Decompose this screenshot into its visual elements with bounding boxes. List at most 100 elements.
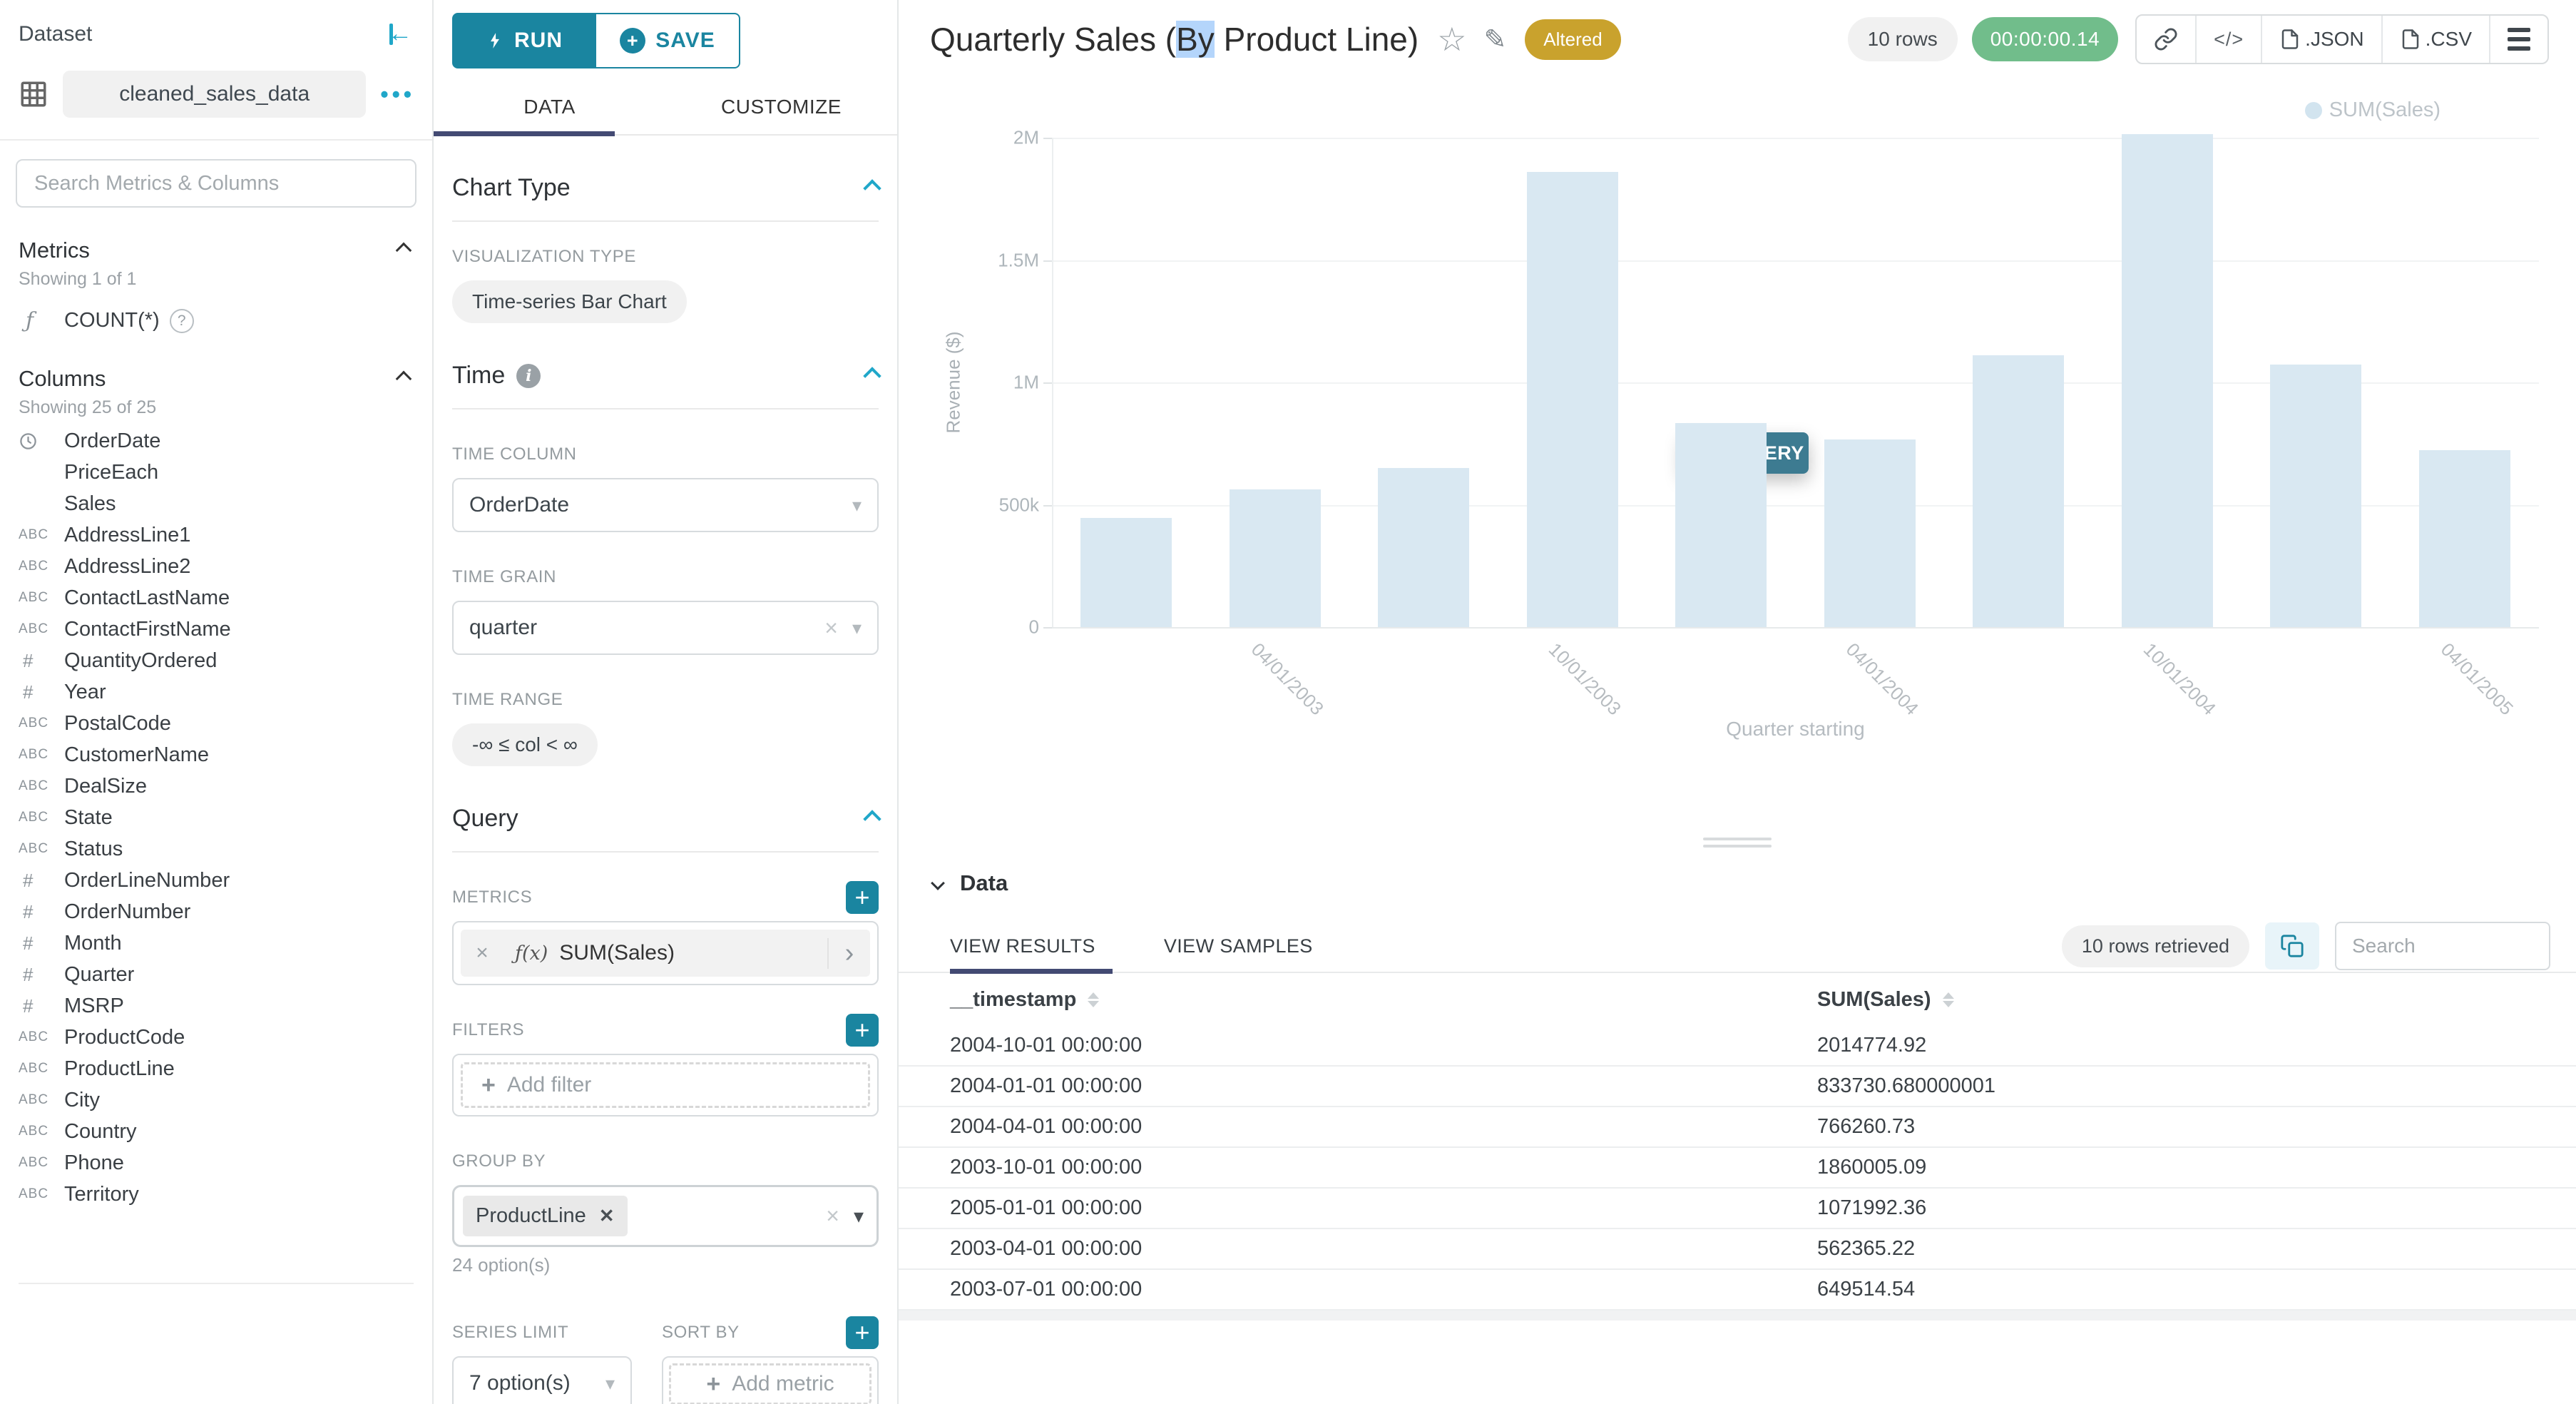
time-title: Time — [452, 362, 506, 389]
add-filter-button[interactable]: + — [846, 1014, 879, 1047]
chevron-right-icon[interactable]: › — [827, 937, 870, 969]
column-item[interactable]: OrderDate — [0, 425, 432, 457]
copy-to-clipboard-button[interactable] — [2265, 922, 2319, 970]
column-item[interactable]: # Quarter — [0, 959, 432, 990]
bar-2005-01-01[interactable] — [2270, 365, 2362, 627]
series-limit-select[interactable]: 7 option(s) ▾ — [452, 1356, 632, 1404]
bar-2005-04-01[interactable] — [2418, 450, 2510, 627]
dataset-more-icon[interactable]: ••• — [380, 81, 415, 107]
column-item[interactable]: PriceEach — [0, 457, 432, 488]
metric-item[interactable]: ƒ COUNT(*) ? — [0, 290, 432, 340]
altered-badge[interactable]: Altered — [1525, 19, 1621, 60]
column-item[interactable]: # OrderLineNumber — [0, 865, 432, 896]
save-button[interactable]: + SAVE — [596, 13, 740, 68]
table-row[interactable]: 2004-10-01 00:00:00 2014774.92 — [899, 1026, 2576, 1067]
column-item[interactable]: ABC CustomerName — [0, 739, 432, 770]
chart-type-section[interactable]: Chart Type — [452, 174, 881, 222]
column-item[interactable]: ABC PostalCode — [0, 708, 432, 739]
results-panel-header[interactable]: Data — [899, 850, 2576, 896]
group-by-select[interactable]: ProductLine ✕ × ▾ — [452, 1185, 879, 1247]
time-range-value[interactable]: -∞ ≤ col < ∞ — [452, 723, 598, 766]
column-item[interactable]: ABC AddressLine1 — [0, 519, 432, 551]
metric-chip[interactable]: × ƒ(x) SUM(Sales) › — [461, 930, 870, 977]
query-section[interactable]: Query — [452, 805, 881, 853]
table-row[interactable]: 2005-01-01 00:00:00 1071992.36 — [899, 1189, 2576, 1229]
tab-data[interactable]: DATA — [523, 96, 576, 118]
column-item[interactable]: ABC ContactFirstName — [0, 614, 432, 645]
dataset-name[interactable]: cleaned_sales_data — [63, 71, 367, 118]
bar-2004-10-01[interactable] — [2121, 133, 2213, 627]
column-item[interactable]: ABC AddressLine2 — [0, 551, 432, 582]
table-row[interactable]: 2004-04-01 00:00:00 766260.73 — [899, 1107, 2576, 1148]
divider — [0, 139, 432, 141]
column-item[interactable]: ABC ProductCode — [0, 1022, 432, 1053]
add-metric-button[interactable]: + — [846, 881, 879, 914]
visualization-type-value[interactable]: Time-series Bar Chart — [452, 280, 687, 323]
column-item[interactable]: Sales — [0, 488, 432, 519]
copy-link-button[interactable] — [2137, 16, 2197, 63]
tab-view-results[interactable]: VIEW RESULTS — [950, 935, 1095, 957]
bar-2003-04-01[interactable] — [1229, 489, 1321, 627]
abc-icon: ABC — [19, 810, 49, 825]
clear-icon[interactable]: × — [826, 1203, 839, 1228]
tab-view-samples[interactable]: VIEW SAMPLES — [1163, 935, 1313, 957]
time-section[interactable]: Time i — [452, 362, 881, 410]
favorite-star-icon[interactable]: ☆ — [1437, 21, 1467, 58]
column-item[interactable]: ABC ContactLastName — [0, 582, 432, 614]
chart-title[interactable]: Quarterly Sales (By Product Line) — [930, 21, 1419, 58]
column-item[interactable]: # Month — [0, 927, 432, 959]
bar-2004-07-01[interactable] — [1973, 355, 2065, 627]
tab-customize[interactable]: CUSTOMIZE — [721, 96, 842, 118]
clear-icon[interactable]: × — [824, 614, 838, 641]
column-item[interactable]: ABC City — [0, 1084, 432, 1116]
results-search-input[interactable] — [2335, 922, 2550, 970]
add-filter-dropzone[interactable]: + Add filter — [461, 1062, 870, 1108]
y-axis-label: 1M — [1013, 371, 1039, 393]
panel-resize-handle[interactable] — [1703, 833, 1772, 848]
column-item[interactable]: # QuantityOrdered — [0, 645, 432, 676]
legend-sum-sales[interactable]: SUM(Sales) — [2304, 98, 2440, 122]
table-row[interactable]: 2003-10-01 00:00:00 1860005.09 — [899, 1148, 2576, 1189]
remove-tag-icon[interactable]: ✕ — [598, 1205, 615, 1226]
table-row[interactable]: 2003-04-01 00:00:00 562365.22 — [899, 1229, 2576, 1270]
remove-metric-icon[interactable]: × — [476, 941, 489, 965]
column-item[interactable]: ABC State — [0, 802, 432, 833]
column-item[interactable]: ABC Status — [0, 833, 432, 865]
column-header-sum-sales-[interactable]: SUM(Sales) — [1817, 988, 2576, 1012]
column-item[interactable]: ABC Country — [0, 1116, 432, 1147]
export-csv-button[interactable]: .CSV — [2383, 16, 2490, 63]
bar-2003-07-01[interactable] — [1378, 468, 1470, 627]
add-sort-metric-dropzone[interactable]: + Add metric — [669, 1363, 872, 1404]
column-item[interactable]: # Year — [0, 676, 432, 708]
column-item[interactable]: ABC ProductLine — [0, 1053, 432, 1084]
bar-2003-10-01[interactable] — [1526, 172, 1618, 627]
edit-properties-icon[interactable]: ✎ — [1483, 24, 1507, 55]
run-button[interactable]: RUN — [452, 13, 596, 68]
time-grain-select[interactable]: quarter × ▾ — [452, 601, 879, 655]
time-range-label: TIME RANGE — [452, 690, 563, 709]
column-item[interactable]: # OrderNumber — [0, 896, 432, 927]
bar-2003-01-01[interactable] — [1080, 518, 1172, 627]
column-name: QuantityOrdered — [64, 648, 218, 672]
embed-code-button[interactable]: </> — [2197, 16, 2263, 63]
collapse-sidebar-icon[interactable]: ← — [388, 20, 412, 47]
column-header---timestamp[interactable]: __timestamp — [950, 988, 1817, 1012]
help-icon[interactable]: ? — [169, 308, 194, 333]
chevron-up-icon[interactable] — [395, 242, 412, 259]
results-panel: Data VIEW RESULTS VIEW SAMPLES 10 rows r… — [899, 850, 2576, 1404]
bar-2004-01-01[interactable] — [1675, 423, 1767, 627]
column-item[interactable]: ABC Phone — [0, 1147, 432, 1179]
column-item[interactable]: # MSRP — [0, 990, 432, 1022]
chart-menu-button[interactable] — [2490, 16, 2547, 63]
search-metrics-columns-input[interactable] — [16, 159, 416, 208]
column-item[interactable]: ABC Territory — [0, 1179, 432, 1210]
add-sort-metric-button[interactable]: + — [846, 1316, 879, 1349]
table-row[interactable]: 2003-07-01 00:00:00 649514.54 — [899, 1270, 2576, 1311]
column-item[interactable]: ABC DealSize — [0, 770, 432, 802]
bar-2004-04-01[interactable] — [1824, 439, 1916, 627]
time-column-select[interactable]: OrderDate ▾ — [452, 478, 879, 532]
selected-text: By — [1176, 21, 1215, 58]
export-json-button[interactable]: .JSON — [2262, 16, 2383, 63]
chevron-up-icon[interactable] — [395, 370, 412, 387]
table-row[interactable]: 2004-01-01 00:00:00 833730.680000001 — [899, 1067, 2576, 1107]
